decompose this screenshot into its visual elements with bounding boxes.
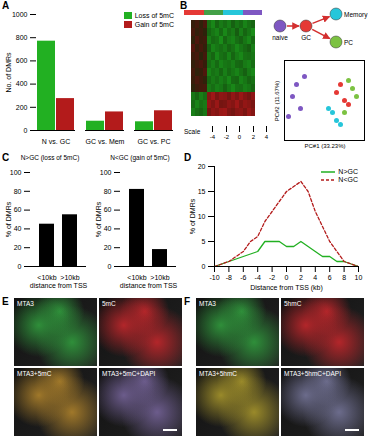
svg-text:<10kb: <10kb (37, 274, 56, 281)
html-text:N<GC: N<GC (338, 176, 358, 183)
svg-text:-2: -2 (269, 274, 275, 281)
svg-text:>10kb: >10kb (60, 274, 79, 281)
svg-text:80: 80 (14, 188, 22, 195)
svg-text:6: 6 (328, 274, 332, 281)
svg-text:1000: 1000 (12, 11, 28, 18)
svg-text:% of DMRs: % of DMRs (5, 201, 12, 237)
svg-text:10: 10 (198, 213, 206, 220)
svg-text:100: 100 (10, 169, 22, 176)
svg-text:600: 600 (16, 57, 28, 64)
svg-text:0: 0 (108, 263, 112, 270)
html-text:B: B (180, 0, 188, 11)
svg-text:200: 200 (16, 104, 28, 111)
svg-text:4: 4 (313, 274, 317, 281)
html-text:5mC: 5mC (102, 300, 116, 307)
svg-text:80: 80 (104, 188, 112, 195)
svg-text:% of DMRs: % of DMRs (95, 201, 102, 237)
svg-text:10: 10 (355, 274, 363, 281)
svg-text:N vs. GC: N vs. GC (42, 138, 70, 145)
html-text:MTA3+5hmC+DAPI: MTA3+5hmC+DAPI (284, 370, 341, 377)
html-text:D: D (184, 152, 192, 163)
svg-text:0: 0 (238, 134, 242, 140)
html-text:MTA3+5mC: MTA3+5mC (17, 370, 52, 377)
html-text:MTA3: MTA3 (199, 300, 216, 307)
svg-text:400: 400 (16, 80, 28, 87)
svg-text:-10: -10 (209, 274, 219, 281)
svg-text:No. of DMRs: No. of DMRs (5, 52, 12, 93)
svg-text:2: 2 (252, 134, 256, 140)
html-text:5hmC: 5hmC (284, 300, 302, 307)
svg-text:2: 2 (299, 274, 303, 281)
html-text:Loss of 5mC: Loss of 5mC (134, 12, 174, 19)
html-text:MTA3+5hmC: MTA3+5hmC (199, 370, 237, 377)
svg-text:20: 20 (104, 244, 112, 251)
svg-text:0: 0 (18, 263, 22, 270)
svg-text:GC vs. Mem: GC vs. Mem (86, 138, 125, 145)
svg-text:0: 0 (202, 263, 206, 270)
html-text:E: E (2, 296, 9, 307)
html-text:N>GC: N>GC (338, 168, 358, 175)
svg-text:0: 0 (285, 274, 289, 281)
svg-text:-8: -8 (226, 274, 232, 281)
html-text:N>GC (loss of 5mC): N>GC (loss of 5mC) (20, 154, 80, 161)
svg-text:distance from TSS: distance from TSS (30, 282, 88, 289)
svg-text:-2: -2 (224, 134, 230, 140)
svg-text:-6: -6 (240, 274, 246, 281)
svg-text:20: 20 (198, 163, 206, 170)
svg-text:0: 0 (24, 127, 28, 134)
svg-text:800: 800 (16, 34, 28, 41)
html-text:A: A (2, 0, 10, 11)
html-text:PC#2 (11.67%): PC#2 (11.67%) (274, 80, 280, 122)
svg-text:8: 8 (342, 274, 346, 281)
svg-text:distance from TSS: distance from TSS (120, 282, 178, 289)
svg-text:60: 60 (14, 206, 22, 213)
html-text:F: F (184, 296, 191, 307)
svg-text:40: 40 (104, 225, 112, 232)
svg-text:20: 20 (14, 244, 22, 251)
svg-text:% of DMRs: % of DMRs (189, 198, 196, 234)
svg-text:GC vs. PC: GC vs. PC (137, 138, 170, 145)
svg-text:15: 15 (198, 188, 206, 195)
svg-text:Memory: Memory (344, 11, 368, 19)
svg-text:>10kb: >10kb (150, 274, 169, 281)
html-text:C: C (2, 152, 10, 163)
svg-text:5: 5 (202, 238, 206, 245)
svg-text:-4: -4 (255, 274, 261, 281)
svg-text:GC: GC (301, 34, 311, 41)
html-text:MTA3: MTA3 (17, 300, 34, 307)
svg-text:<10kb: <10kb (127, 274, 146, 281)
svg-text:40: 40 (14, 225, 22, 232)
html-text:Scale: Scale (184, 128, 201, 135)
svg-text:4: 4 (265, 134, 269, 140)
svg-text:Distance from TSS (kb): Distance from TSS (kb) (250, 284, 323, 292)
svg-text:naive: naive (272, 34, 288, 41)
svg-text:PC: PC (344, 39, 353, 46)
html-text:Gain of 5mC: Gain of 5mC (134, 21, 174, 28)
html-text:PC#1 (33.23%): PC#1 (33.23%) (304, 143, 346, 149)
html-text:MTA3+5mC+DAPI: MTA3+5mC+DAPI (102, 370, 156, 377)
svg-text:-4: -4 (210, 134, 216, 140)
html-text:N<GC (gain of 5mC): N<GC (gain of 5mC) (110, 154, 170, 161)
svg-text:60: 60 (104, 206, 112, 213)
svg-text:100: 100 (100, 169, 112, 176)
